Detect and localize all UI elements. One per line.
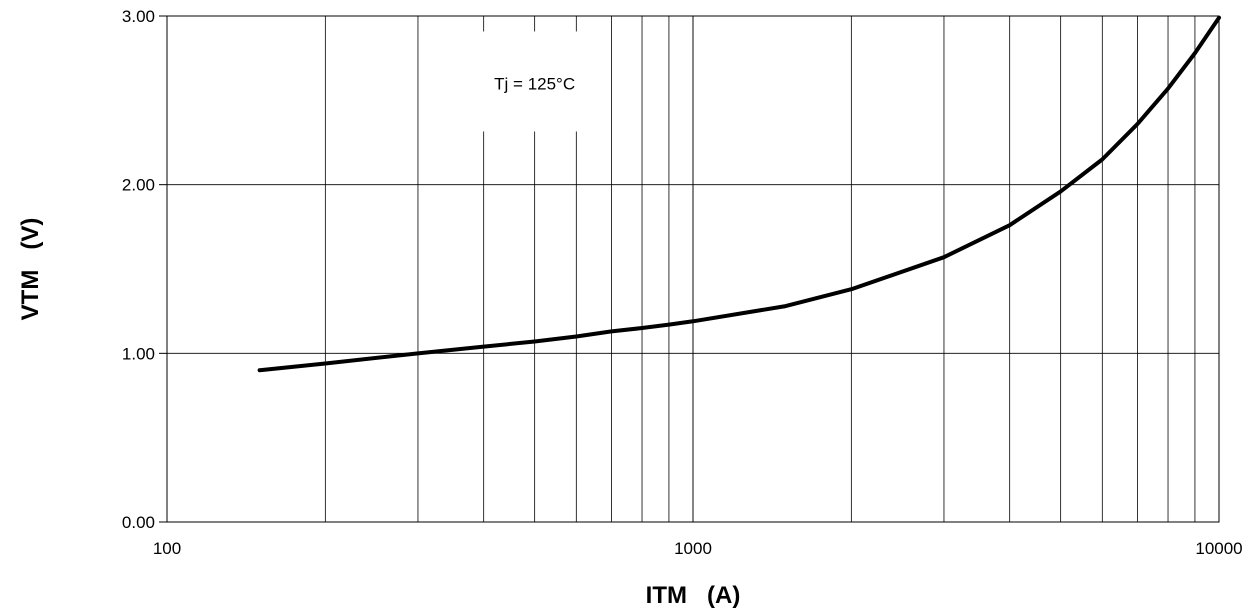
grid-lines (166, 15, 1220, 523)
x-tick-label: 10000 (1195, 539, 1242, 558)
y-axis-ticks: 0.00 1.00 2.00 3.00 (122, 7, 167, 532)
series-line-0 (257, 15, 1221, 373)
x-axis-title: ITM (A) (646, 582, 741, 609)
annotation-label: Tj = 125°C (494, 74, 575, 93)
plot-area (166, 15, 1220, 523)
y-tick-label: 3.00 (122, 7, 155, 26)
y-axis-title: VTM (V) (17, 218, 44, 321)
series-layer (257, 15, 1221, 373)
x-tick-label: 1000 (674, 539, 712, 558)
x-axis-ticks: 100 1000 10000 (153, 539, 1243, 558)
y-tick-label: 2.00 (122, 176, 155, 195)
annotation-background (459, 31, 610, 132)
y-tick-label: 0.00 (122, 513, 155, 532)
y-tick-label: 1.00 (122, 344, 155, 363)
annotation: Tj = 125°C (459, 31, 610, 132)
x-tick-label: 100 (153, 539, 181, 558)
